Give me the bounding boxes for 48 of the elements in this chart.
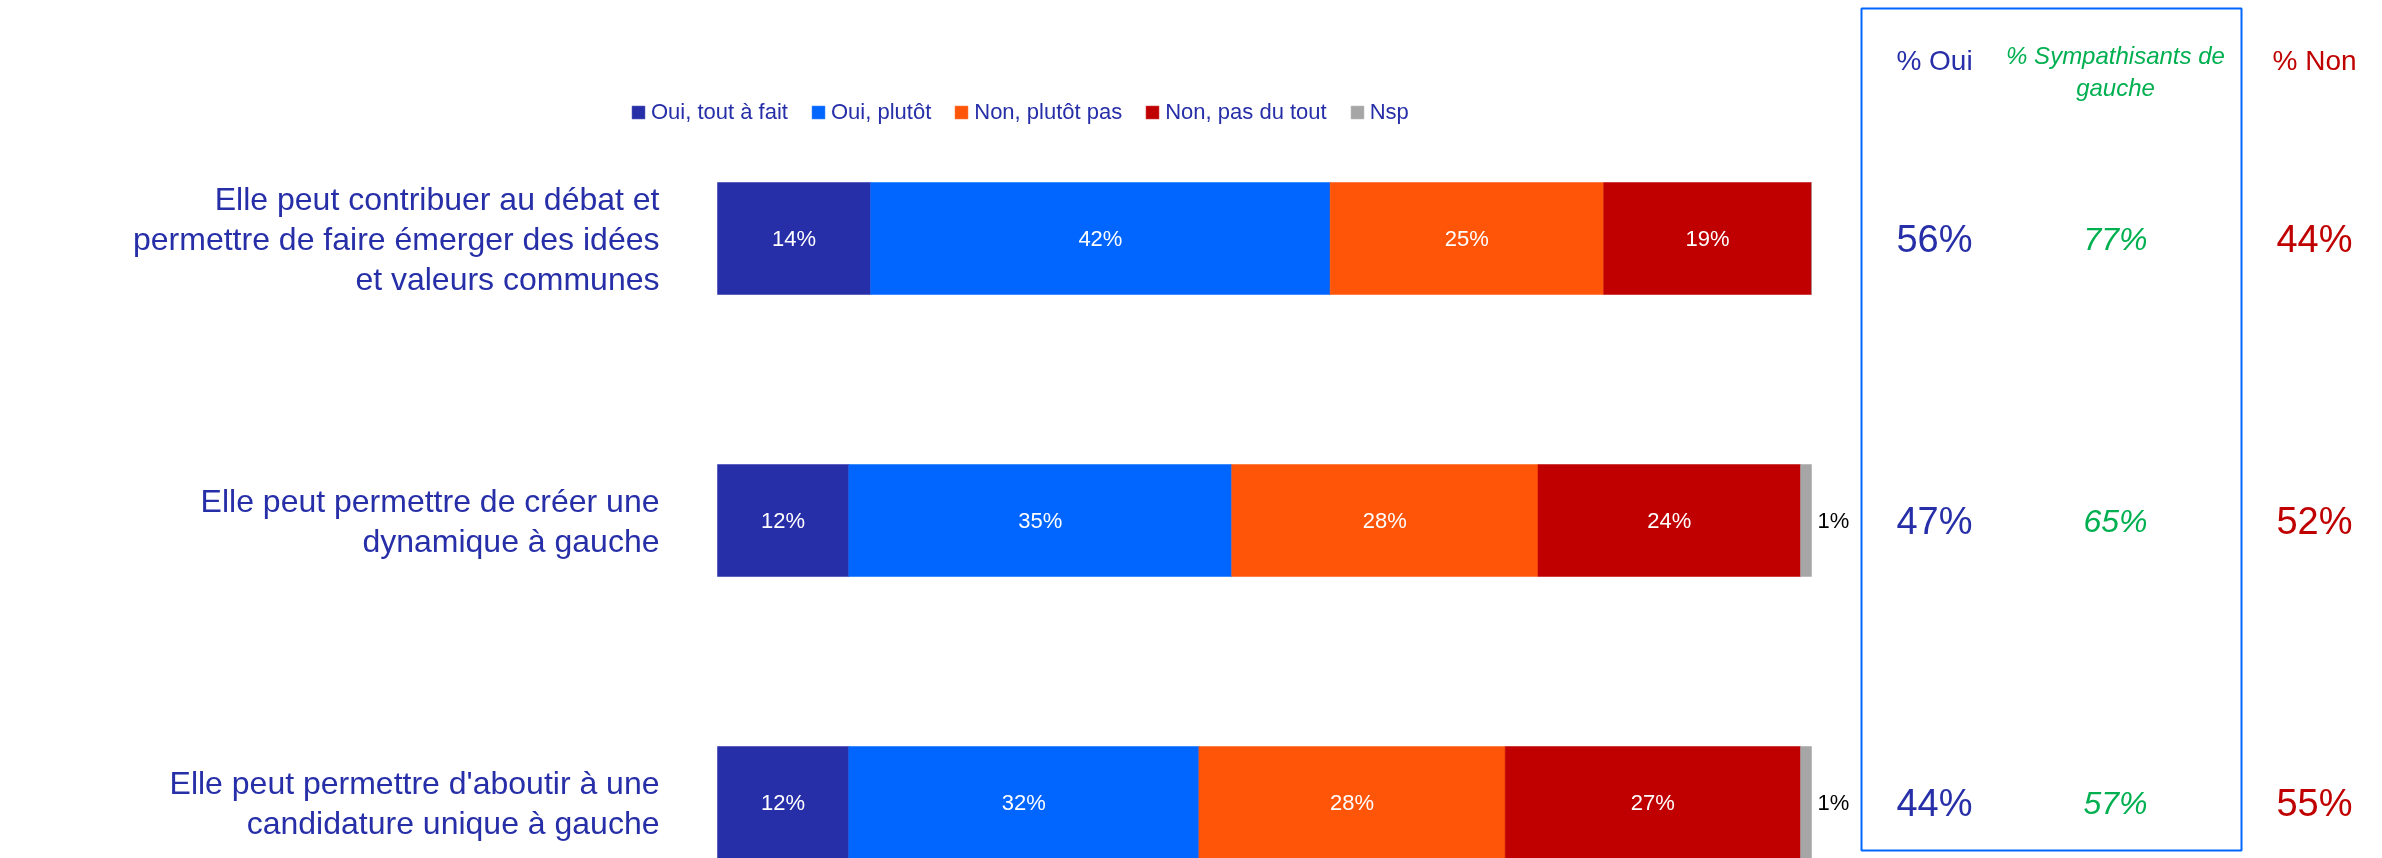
- text: % Oui: [1896, 45, 1973, 76]
- bar: [1800, 464, 1812, 577]
- data-label: 12%: [761, 508, 806, 533]
- bar: [1231, 464, 1539, 577]
- text: 44%: [2276, 217, 2353, 260]
- text: 55%: [2276, 781, 2353, 824]
- text: 52%: [2276, 499, 2353, 542]
- bar: [717, 464, 850, 577]
- data-label: 1%: [1817, 790, 1850, 815]
- text: % Non: [2272, 45, 2357, 76]
- bar: [1198, 746, 1506, 858]
- bar: [848, 746, 1200, 858]
- bar: [1504, 746, 1801, 858]
- data-label: 42%: [1078, 226, 1123, 251]
- bar: [1800, 746, 1812, 858]
- data-label: 19%: [1685, 226, 1730, 251]
- legend-label: Non, pas du tout: [1165, 99, 1327, 125]
- bar: [717, 746, 850, 858]
- data-label: 12%: [761, 790, 806, 815]
- y-tick-label: Elle peut contribuer au débat et permettre de faire émerger des idées et valeurs communes: [133, 180, 660, 297]
- text: 44%: [1896, 781, 1973, 824]
- bar: [870, 182, 1331, 295]
- legend-label: Non, plutôt pas: [974, 99, 1123, 125]
- data-label: 32%: [1001, 790, 1046, 815]
- data-label: 14%: [772, 226, 817, 251]
- data-label: 28%: [1362, 508, 1407, 533]
- text: 65%: [2083, 502, 2148, 539]
- data-label: 1%: [1817, 508, 1850, 533]
- data-label: 35%: [1018, 508, 1063, 533]
- bar: [717, 182, 871, 295]
- bar: [848, 464, 1232, 577]
- text: % Sympathisants de gauche: [2006, 42, 2225, 101]
- legend-label: Oui, plutôt: [830, 99, 932, 125]
- bar: [1537, 464, 1801, 577]
- bar: [1329, 182, 1604, 295]
- y-tick-label: Elle peut permettre d'aboutir à une candidature unique à gauche: [169, 764, 660, 841]
- data-label: 25%: [1444, 226, 1489, 251]
- data-label: 24%: [1647, 508, 1692, 533]
- data-label: 28%: [1330, 790, 1375, 815]
- data-label: 27%: [1630, 790, 1675, 815]
- bar: [1603, 182, 1812, 295]
- y-tick-label: Elle peut permettre de créer une dynamique à gauche: [200, 482, 660, 559]
- text: 57%: [2083, 784, 2148, 821]
- legend-label: Nsp: [1369, 99, 1409, 125]
- text: 77%: [2083, 220, 2148, 257]
- text: 56%: [1896, 217, 1973, 260]
- legend-label: Oui, tout à fait: [651, 99, 788, 125]
- text: 47%: [1896, 499, 1973, 542]
